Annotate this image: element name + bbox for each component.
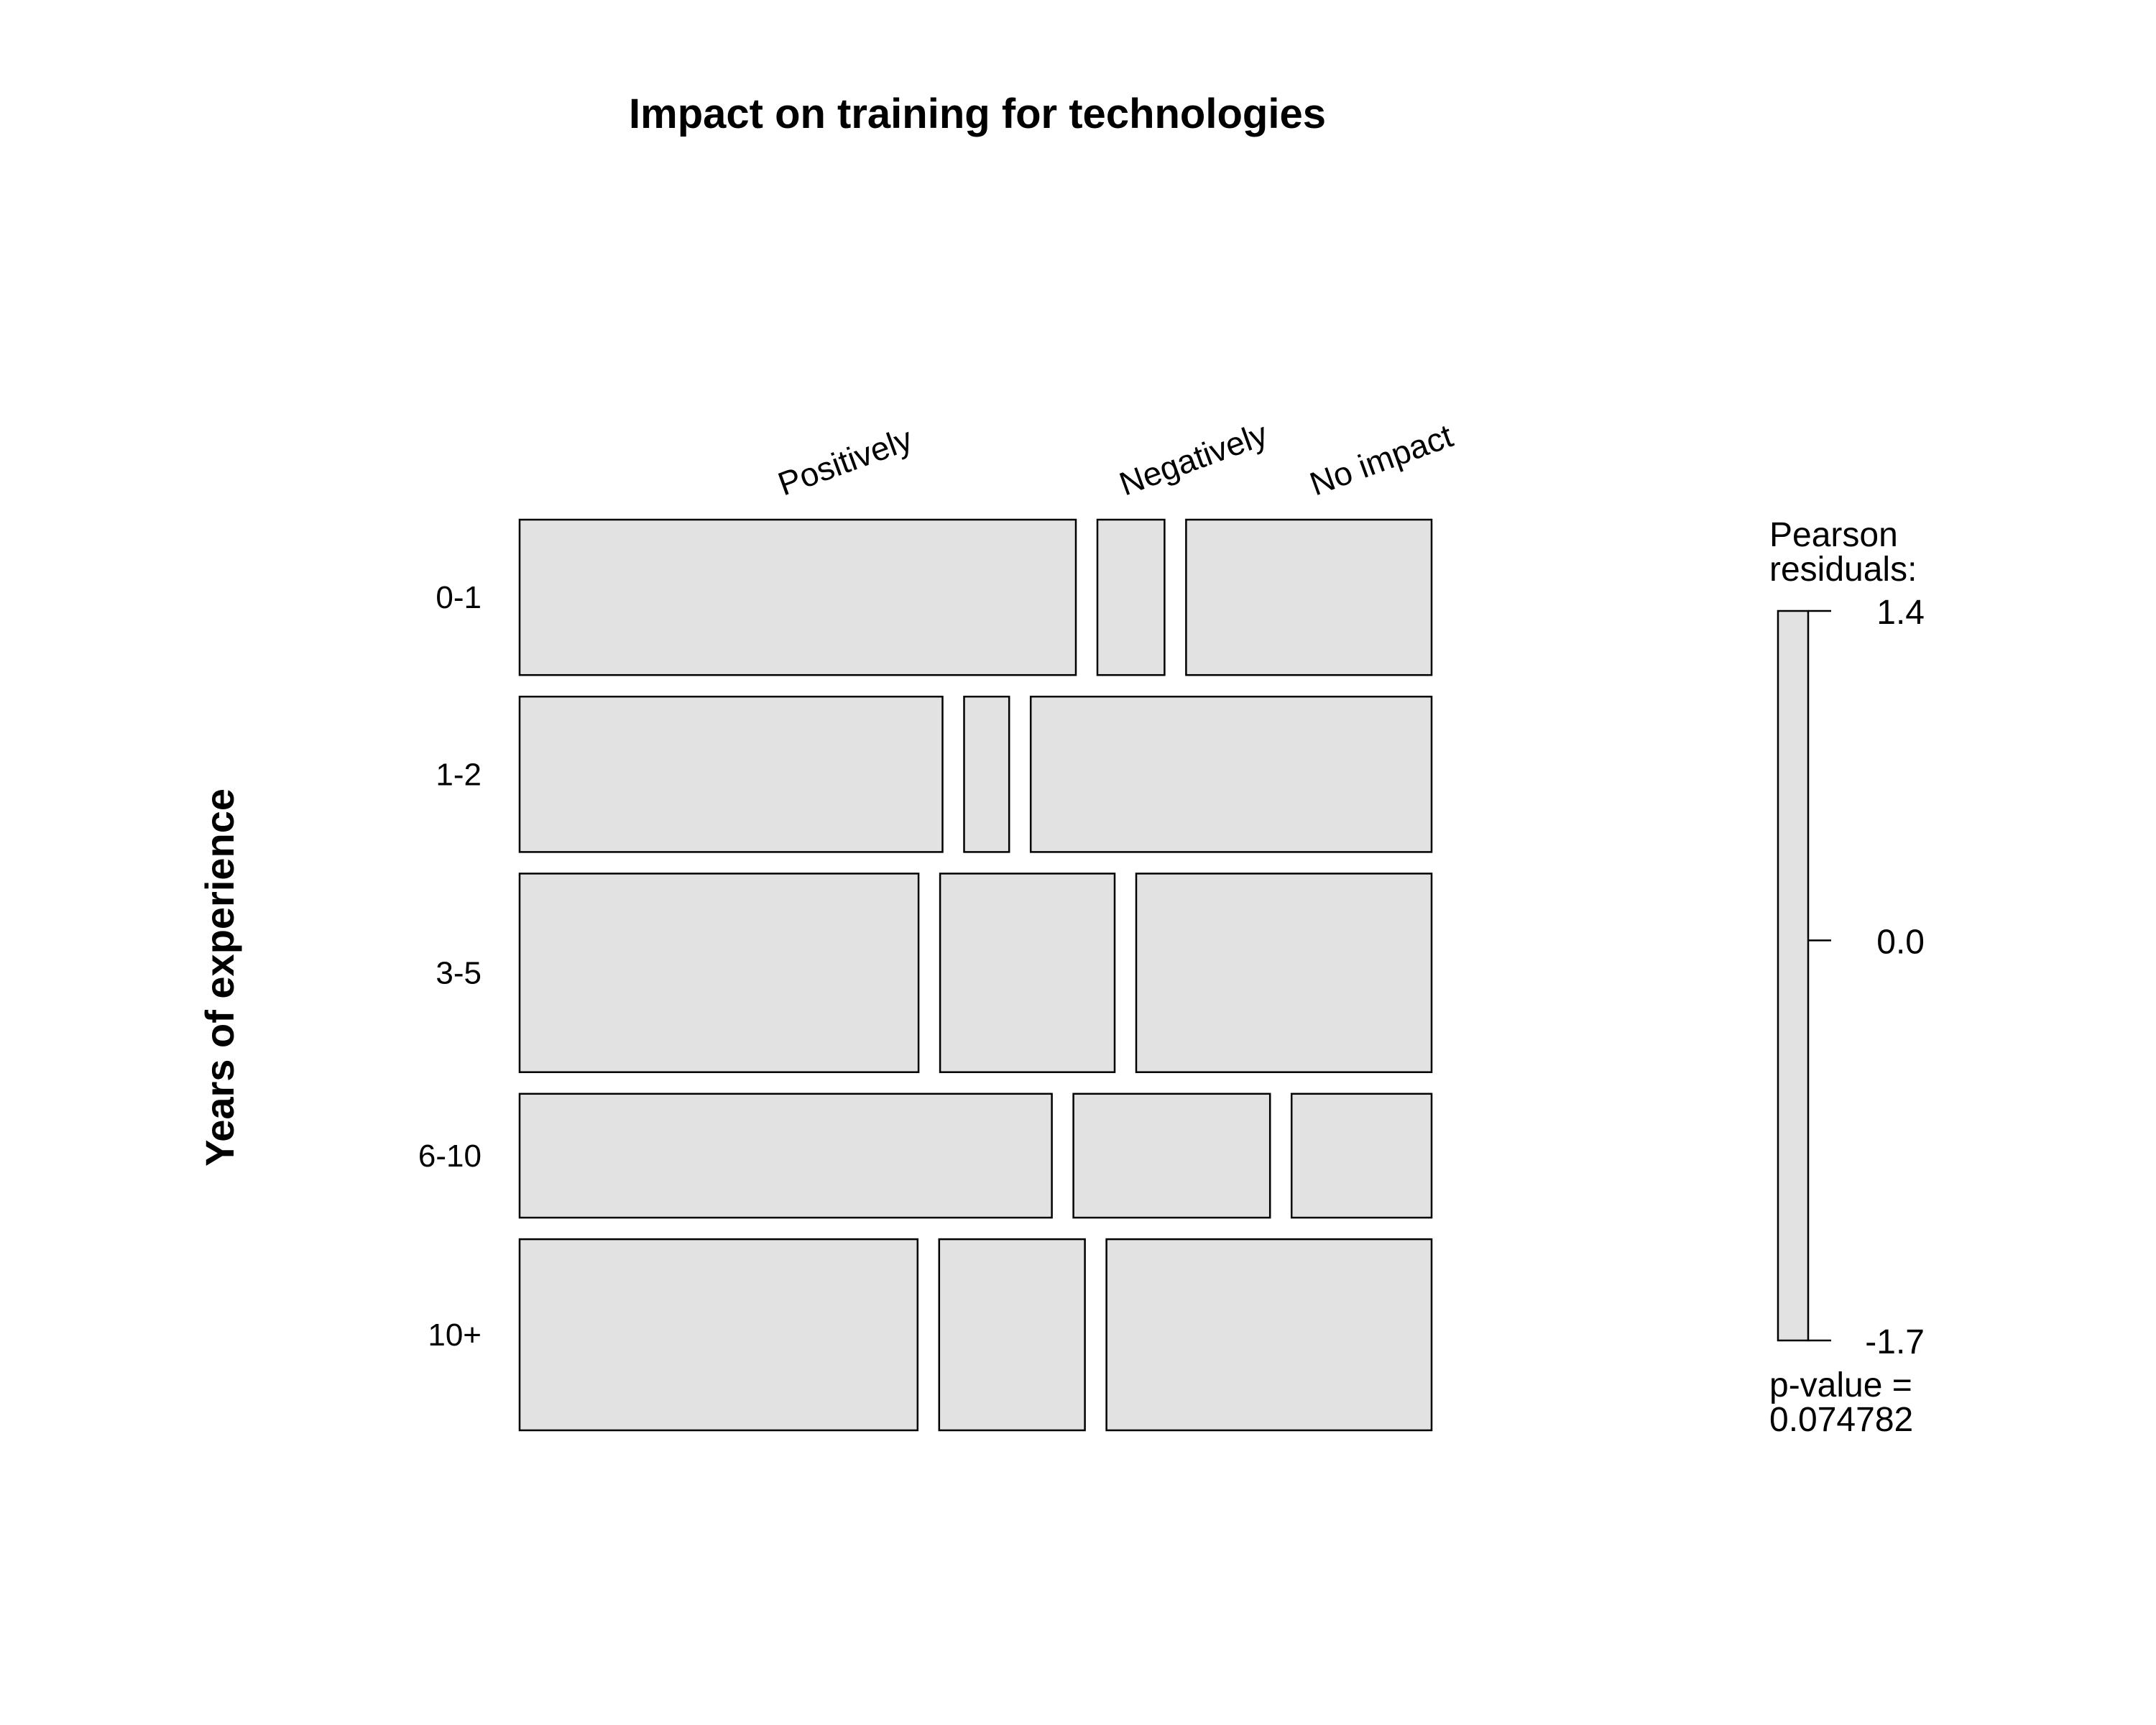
row-label-6-10: 6-10 [418, 1138, 482, 1174]
column-label-positively: Positively [773, 420, 917, 502]
chart-title: Impact on training for technologies [629, 91, 1326, 137]
y-axis-label: Years of experience [197, 788, 242, 1167]
tile-1-2-no-impact [1029, 695, 1433, 853]
pvalue-line-2: 0.074782 [1769, 1401, 1913, 1439]
tile-3-5-no-impact [1135, 873, 1433, 1073]
tile-6-10-positively [518, 1092, 1053, 1219]
row-label-0-1: 0-1 [436, 580, 482, 615]
tile-1-2-positively [518, 695, 944, 853]
tile-0-1-positively [518, 518, 1077, 676]
tile-10+-no-impact [1105, 1238, 1433, 1432]
row-label-10+: 10+ [428, 1317, 482, 1353]
legend-title-line-2: residuals: [1769, 551, 1917, 589]
row-label-1-2: 1-2 [436, 757, 482, 792]
legend-mid-label: 0.0 [1876, 923, 1925, 961]
tile-6-10-negatively [1072, 1092, 1271, 1219]
tile-10+-negatively [938, 1238, 1086, 1432]
column-label-negatively: Negatively [1115, 415, 1273, 502]
mosaic-tiles [518, 518, 1433, 1432]
residuals-legend: Pearson residuals: 1.4 0.0 -1.7 p-value … [1769, 516, 1925, 1439]
legend-color-bar [1777, 610, 1810, 1342]
legend-title-line-1: Pearson [1769, 516, 1898, 554]
tile-3-5-positively [518, 873, 920, 1073]
legend-max-label: 1.4 [1876, 594, 1925, 632]
tile-3-5-negatively [939, 873, 1116, 1073]
row-label-3-5: 3-5 [436, 956, 482, 991]
row-labels: 0-1 1-2 3-5 6-10 10+ [418, 580, 482, 1353]
pvalue-line-1: p-value = [1769, 1366, 1912, 1404]
column-label-no-impact: No impact [1305, 417, 1458, 503]
tile-6-10-no-impact [1290, 1092, 1433, 1219]
legend-min-label: -1.7 [1865, 1323, 1925, 1361]
tile-0-1-no-impact [1185, 518, 1433, 676]
tile-1-2-negatively [963, 695, 1010, 853]
tile-0-1-negatively [1096, 518, 1166, 676]
tile-10+-positively [518, 1238, 919, 1432]
column-labels: Positively Negatively No impact [773, 415, 1458, 502]
